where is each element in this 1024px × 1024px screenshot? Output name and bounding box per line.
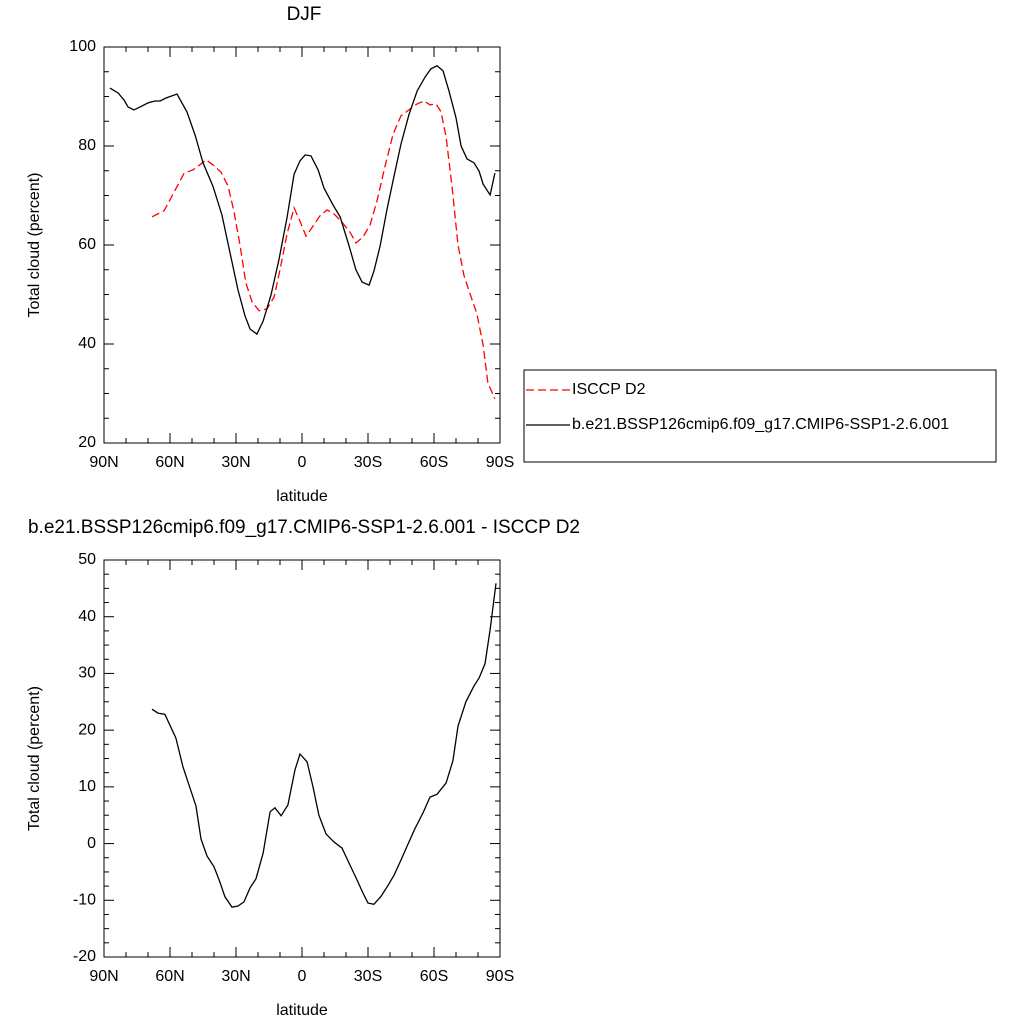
x-axis-label: latitude xyxy=(276,1002,328,1019)
data-line xyxy=(151,583,497,908)
x-tick-label: 90N xyxy=(89,454,118,471)
x-tick-label: 30S xyxy=(354,454,382,471)
plot-frame xyxy=(103,46,501,444)
x-tick-label: 90S xyxy=(486,968,514,985)
y-tick-label: 40 xyxy=(78,608,96,625)
x-tick-label: 30N xyxy=(221,454,250,471)
y-tick-label: 50 xyxy=(78,551,96,568)
chart-title: DJF xyxy=(287,4,322,25)
y-tick-label: 20 xyxy=(78,721,96,738)
x-tick-label: 60S xyxy=(420,454,448,471)
y-tick-label: 100 xyxy=(69,38,96,55)
y-axis-label: Total cloud (percent) xyxy=(26,173,43,318)
x-tick-label: 30S xyxy=(354,968,382,985)
y-tick-label: 20 xyxy=(78,434,96,451)
legend-box xyxy=(523,369,997,463)
plot-frame xyxy=(103,559,501,958)
y-tick-label: 0 xyxy=(87,835,96,852)
y-tick-label: 80 xyxy=(78,137,96,154)
x-tick-label: 0 xyxy=(298,454,307,471)
x-tick-label: 90N xyxy=(89,968,118,985)
x-tick-label: 30N xyxy=(221,968,250,985)
legend-label: ISCCP D2 xyxy=(572,381,646,398)
x-tick-label: 0 xyxy=(298,968,307,985)
y-tick-label: -10 xyxy=(73,892,96,909)
x-tick-label: 60N xyxy=(155,454,184,471)
y-tick-label: 40 xyxy=(78,335,96,352)
y-tick-label: 10 xyxy=(78,778,96,795)
y-axis-label: Total cloud (percent) xyxy=(26,686,43,831)
y-tick-label: 30 xyxy=(78,665,96,682)
data-line xyxy=(109,65,496,336)
chart-title: b.e21.BSSP126cmip6.f09_g17.CMIP6-SSP1-2.… xyxy=(28,517,580,538)
x-tick-label: 60S xyxy=(420,968,448,985)
y-tick-label: -20 xyxy=(73,948,96,965)
legend-label: b.e21.BSSP126cmip6.f09_g17.CMIP6-SSP1-2.… xyxy=(572,416,949,433)
y-tick-label: 60 xyxy=(78,236,96,253)
x-tick-label: 90S xyxy=(486,454,514,471)
x-axis-label: latitude xyxy=(276,488,328,505)
data-line xyxy=(151,100,496,400)
x-tick-label: 60N xyxy=(155,968,184,985)
